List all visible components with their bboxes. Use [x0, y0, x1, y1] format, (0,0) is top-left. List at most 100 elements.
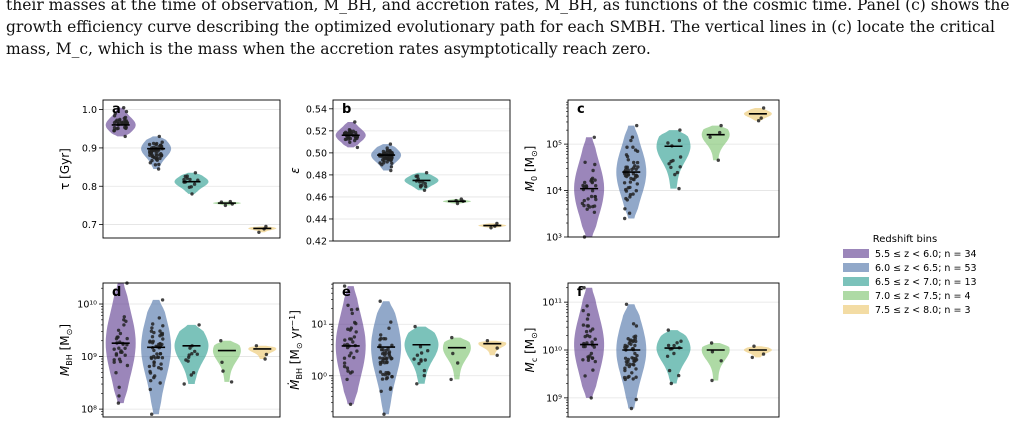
data-point — [590, 176, 595, 180]
data-point — [193, 349, 197, 354]
axis-label: Mc [M⊙] — [523, 327, 539, 372]
data-point — [635, 160, 640, 165]
data-point — [412, 357, 416, 361]
tick-label: 10¹¹ — [542, 298, 562, 309]
data-point — [219, 339, 223, 343]
data-point — [151, 141, 156, 146]
panel-label: e — [342, 285, 351, 300]
data-point — [387, 351, 391, 356]
data-point — [155, 352, 159, 356]
data-point — [349, 308, 354, 312]
data-point — [622, 181, 627, 185]
tick-label: 0.46 — [306, 192, 327, 203]
data-point — [113, 111, 118, 116]
data-point — [583, 180, 587, 185]
violin-c-4 — [701, 125, 730, 161]
data-point — [153, 374, 157, 378]
data-point — [389, 168, 393, 173]
data-point — [220, 360, 224, 364]
axis-label: ε — [288, 167, 302, 174]
data-point — [382, 412, 386, 416]
axes-frame — [102, 99, 281, 239]
data-point — [449, 377, 453, 382]
tick-label: 10⁵ — [546, 140, 562, 151]
data-point — [345, 366, 350, 370]
data-point — [625, 362, 629, 367]
data-point — [633, 358, 637, 363]
data-point — [379, 348, 384, 352]
data-point — [158, 352, 163, 356]
data-point — [150, 412, 154, 416]
data-point — [626, 168, 630, 172]
tick-label: 10⁴ — [546, 186, 562, 197]
data-point — [589, 351, 594, 356]
data-point — [628, 193, 633, 197]
data-point — [584, 329, 589, 334]
data-point — [147, 142, 152, 147]
data-point — [415, 382, 419, 386]
tick-label: 0.50 — [306, 148, 327, 159]
data-point — [672, 343, 676, 348]
data-point — [122, 323, 126, 327]
data-point — [489, 226, 493, 230]
data-point — [623, 207, 627, 211]
legend-swatch — [843, 263, 869, 272]
axes-frame — [567, 99, 780, 238]
data-point — [633, 351, 637, 356]
data-point — [348, 337, 352, 341]
data-point — [593, 178, 597, 182]
data-point — [353, 120, 357, 124]
data-point — [623, 345, 627, 350]
data-point — [160, 298, 165, 302]
data-point — [186, 359, 190, 363]
data-point — [415, 174, 420, 178]
data-point — [346, 131, 350, 136]
axes-frame — [102, 282, 281, 418]
data-point — [342, 361, 347, 365]
data-point — [343, 338, 347, 342]
data-point — [633, 343, 637, 348]
data-point — [455, 201, 460, 206]
violin-f-4 — [701, 343, 730, 381]
data-point — [624, 153, 629, 157]
axes-frame — [332, 282, 511, 418]
axis-label: MBH [M⊙] — [58, 324, 74, 376]
data-point — [153, 163, 158, 167]
legend: Redshift bins 5.5 ≤ z < 6.0; n = 34 6.0 ≤ … — [843, 234, 977, 316]
violin-a-5 — [248, 226, 277, 233]
legend-label: 5.5 ≤ z < 6.0; n = 34 — [875, 249, 977, 260]
data-point — [592, 210, 597, 214]
data-point — [389, 357, 393, 361]
legend-swatch — [843, 249, 869, 258]
data-point — [264, 224, 268, 229]
data-point — [422, 373, 426, 378]
data-point — [710, 378, 714, 383]
data-point — [355, 145, 360, 150]
data-point — [631, 192, 635, 196]
data-point — [388, 149, 392, 153]
data-point — [485, 339, 490, 343]
data-point — [350, 370, 354, 374]
data-point — [160, 331, 165, 336]
data-point — [149, 150, 154, 154]
data-point — [666, 328, 670, 332]
data-point — [354, 321, 358, 326]
data-point — [495, 353, 499, 357]
data-point — [423, 181, 427, 186]
data-point — [120, 350, 124, 354]
data-point — [185, 176, 189, 180]
data-point — [716, 158, 720, 162]
data-point — [197, 323, 201, 327]
data-point — [415, 353, 420, 357]
data-point — [354, 330, 358, 334]
data-point — [124, 319, 128, 323]
data-point — [631, 145, 635, 149]
data-point — [678, 165, 682, 169]
data-point — [666, 141, 670, 145]
data-point — [633, 148, 638, 152]
data-point — [581, 308, 585, 313]
data-point — [148, 371, 153, 375]
data-point — [582, 198, 586, 203]
data-point — [495, 221, 499, 226]
data-point — [381, 149, 386, 154]
